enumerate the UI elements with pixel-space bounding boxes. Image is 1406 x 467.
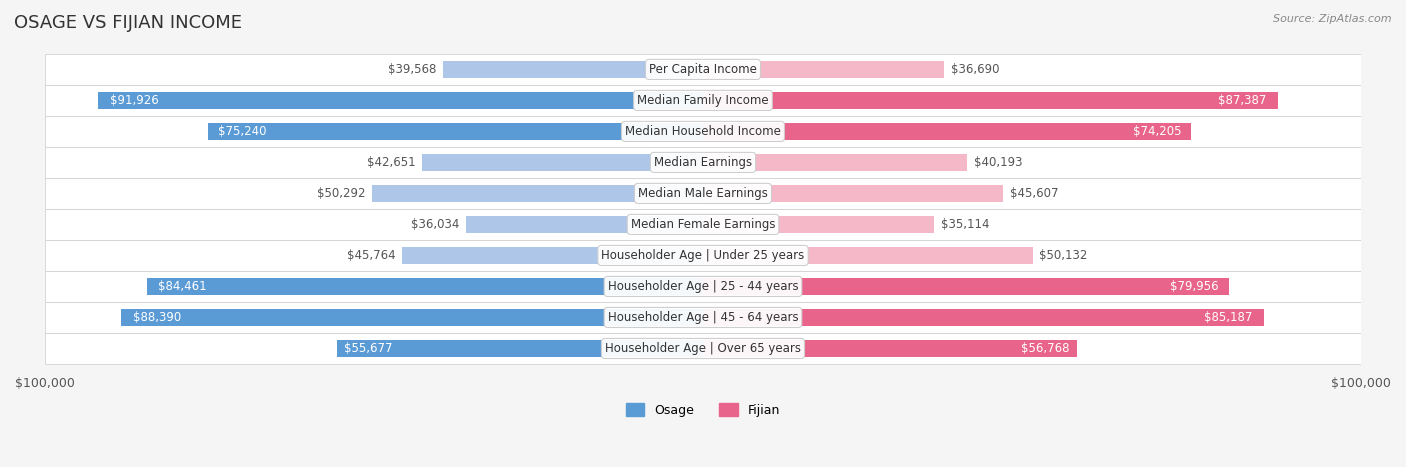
Bar (373, 185, 703, 202)
Bar (703, 278, 1229, 295)
Text: $35,114: $35,114 (941, 218, 990, 231)
Text: Median Female Earnings: Median Female Earnings (631, 218, 775, 231)
Text: $45,607: $45,607 (1010, 187, 1059, 200)
Text: $42,651: $42,651 (367, 156, 416, 169)
Bar (336, 340, 703, 357)
Bar (703, 216, 934, 233)
Text: $91,926: $91,926 (110, 94, 159, 107)
Bar (45, 302, 1361, 333)
Text: $40,193: $40,193 (974, 156, 1022, 169)
Text: Source: ZipAtlas.com: Source: ZipAtlas.com (1274, 14, 1392, 24)
Bar (45, 178, 1361, 209)
Bar (98, 92, 703, 109)
Bar (422, 154, 703, 171)
Bar (45, 54, 1361, 85)
Bar (148, 278, 703, 295)
Text: $87,387: $87,387 (1218, 94, 1267, 107)
Text: $55,677: $55,677 (344, 342, 392, 355)
Bar (703, 185, 1002, 202)
Text: Householder Age | Over 65 years: Householder Age | Over 65 years (605, 342, 801, 355)
Text: Median Family Income: Median Family Income (637, 94, 769, 107)
Legend: Osage, Fijian: Osage, Fijian (620, 398, 786, 422)
Bar (45, 116, 1361, 147)
Text: $39,568: $39,568 (388, 63, 436, 76)
Text: $88,390: $88,390 (134, 311, 181, 324)
Bar (402, 247, 703, 264)
Bar (703, 61, 945, 78)
Text: $50,132: $50,132 (1039, 249, 1088, 262)
Bar (208, 123, 703, 140)
Text: Median Male Earnings: Median Male Earnings (638, 187, 768, 200)
Text: Median Household Income: Median Household Income (626, 125, 780, 138)
Text: Householder Age | 45 - 64 years: Householder Age | 45 - 64 years (607, 311, 799, 324)
Bar (703, 154, 967, 171)
Bar (45, 209, 1361, 240)
Text: $50,292: $50,292 (316, 187, 366, 200)
Text: $84,461: $84,461 (159, 280, 207, 293)
Text: $45,764: $45,764 (347, 249, 395, 262)
Text: $79,956: $79,956 (1170, 280, 1219, 293)
Bar (443, 61, 703, 78)
Bar (703, 247, 1033, 264)
Text: OSAGE VS FIJIAN INCOME: OSAGE VS FIJIAN INCOME (14, 14, 242, 32)
Text: $36,690: $36,690 (950, 63, 1000, 76)
Text: Householder Age | Under 25 years: Householder Age | Under 25 years (602, 249, 804, 262)
Bar (121, 309, 703, 326)
Bar (703, 123, 1191, 140)
Text: $56,768: $56,768 (1021, 342, 1069, 355)
Bar (703, 309, 1264, 326)
Text: $75,240: $75,240 (218, 125, 266, 138)
Bar (465, 216, 703, 233)
Bar (45, 240, 1361, 271)
Bar (45, 85, 1361, 116)
Text: Median Earnings: Median Earnings (654, 156, 752, 169)
Bar (703, 340, 1077, 357)
Bar (45, 271, 1361, 302)
Bar (703, 92, 1278, 109)
Text: $36,034: $36,034 (411, 218, 460, 231)
Bar (45, 147, 1361, 178)
Text: $85,187: $85,187 (1204, 311, 1253, 324)
Text: Per Capita Income: Per Capita Income (650, 63, 756, 76)
Text: $74,205: $74,205 (1133, 125, 1181, 138)
Bar (45, 333, 1361, 364)
Text: Householder Age | 25 - 44 years: Householder Age | 25 - 44 years (607, 280, 799, 293)
